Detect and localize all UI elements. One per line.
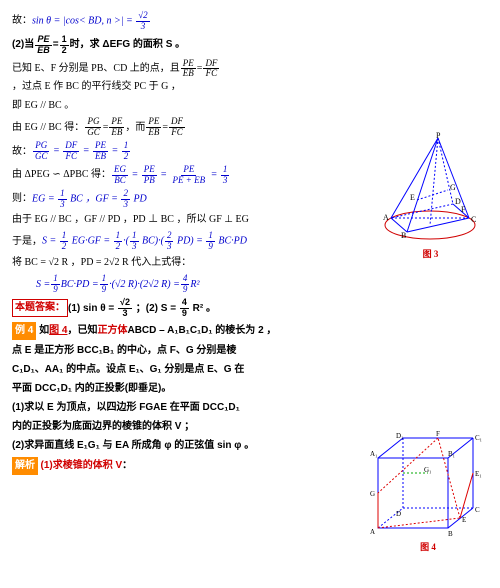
svg-text:E₁: E₁: [475, 470, 482, 478]
line-6: 故：PGGC = DFFC = PEEB = 12: [12, 141, 372, 162]
line-16: C₁D₁、AA₁ 的中点。设点 E₁、G₁ 分别是点 E、G 在: [12, 362, 372, 378]
svg-text:F: F: [461, 205, 466, 214]
svg-text:A: A: [370, 528, 375, 536]
line-20: (2)求异面直线 E₁G₁ 与 EA 所成角 φ 的正弦值 sin φ 。: [12, 438, 372, 454]
line-4: 即 EG // BC 。: [12, 98, 372, 114]
line-12: S = 19 BC·PD = 19·(√2 R)·(2√2 R) = 49 R²: [36, 274, 372, 295]
svg-text:B: B: [448, 530, 453, 538]
svg-text:E: E: [410, 193, 415, 202]
line-8: 则：EG = 13 BC ，GF = 23 PD: [12, 189, 372, 210]
svg-text:C₁: C₁: [475, 434, 482, 442]
line-17: 平面 DCC₁D₁ 内的正投影(即垂足)。: [12, 381, 372, 397]
svg-text:B₁: B₁: [448, 450, 455, 458]
line-5: 由 EG // BC 得：PGGC = PEEB，而 PEEB = DFFC: [12, 117, 372, 138]
svg-text:D: D: [396, 510, 401, 518]
svg-text:G₁: G₁: [424, 466, 432, 474]
svg-text:A: A: [383, 213, 389, 222]
line-7: 由 ΔPEG ∽ ΔPBC 得：EGBC = PEPB = PEPE + EB …: [12, 165, 372, 186]
svg-text:P: P: [436, 131, 441, 140]
svg-text:G: G: [450, 183, 456, 192]
line-18: (1)求以 E 为顶点，以四边形 FGAE 在平面 DCC₁D₁: [12, 400, 372, 416]
svg-text:F: F: [436, 430, 440, 438]
figure-3: P A B C D E F G 图 3: [373, 130, 488, 260]
line-1: 故：sin θ = |cos< BD, n >| = √23: [12, 11, 372, 32]
line-14: 例 4 如 图 4 ，已知正方体 ABCD – A₁B₁C₁D₁ 的棱长为 2 …: [12, 322, 372, 340]
line-11: 将 BC = √2 R ，PD = 2√2 R 代入上式得：: [12, 255, 372, 271]
svg-text:G: G: [370, 490, 375, 498]
svg-text:D₁: D₁: [396, 432, 404, 440]
svg-text:A₁: A₁: [370, 450, 378, 458]
line-13: 本题答案： (1) sin θ = √23 ；(2) S = 49 R² 。: [12, 298, 372, 319]
line-19: 内的正投影为底面边界的棱锥的体积 V ；: [12, 419, 372, 435]
svg-text:E: E: [462, 516, 466, 524]
svg-text:C: C: [471, 215, 476, 224]
line-9: 由于 EG // BC ，GF // PD ，PD ⊥ BC ，所以 GF ⊥ …: [12, 212, 372, 228]
line-2: (2)当 PEEB = 12 时，求 ΔEFG 的面积 S 。: [12, 35, 372, 56]
line-10: 于是，S = 12 EG·GF = 12·(13 BC)·(23 PD) = 1…: [12, 231, 372, 252]
line-3: 已知 E、F 分别是 PB、CD 上的点，且 PEEB = DFFC ，过点 E…: [12, 59, 372, 96]
line-15: 点 E 是正方形 BCC₁B₁ 的中心，点 F、G 分别是棱: [12, 343, 372, 359]
figure-4: A B C D A₁ B₁ C₁ D₁ E E₁ F G G₁ 图 4: [368, 428, 488, 548]
svg-text:C: C: [475, 506, 480, 514]
svg-text:B: B: [401, 231, 406, 240]
line-21: 解析 (1)求棱锥的体积 V：: [12, 457, 372, 475]
